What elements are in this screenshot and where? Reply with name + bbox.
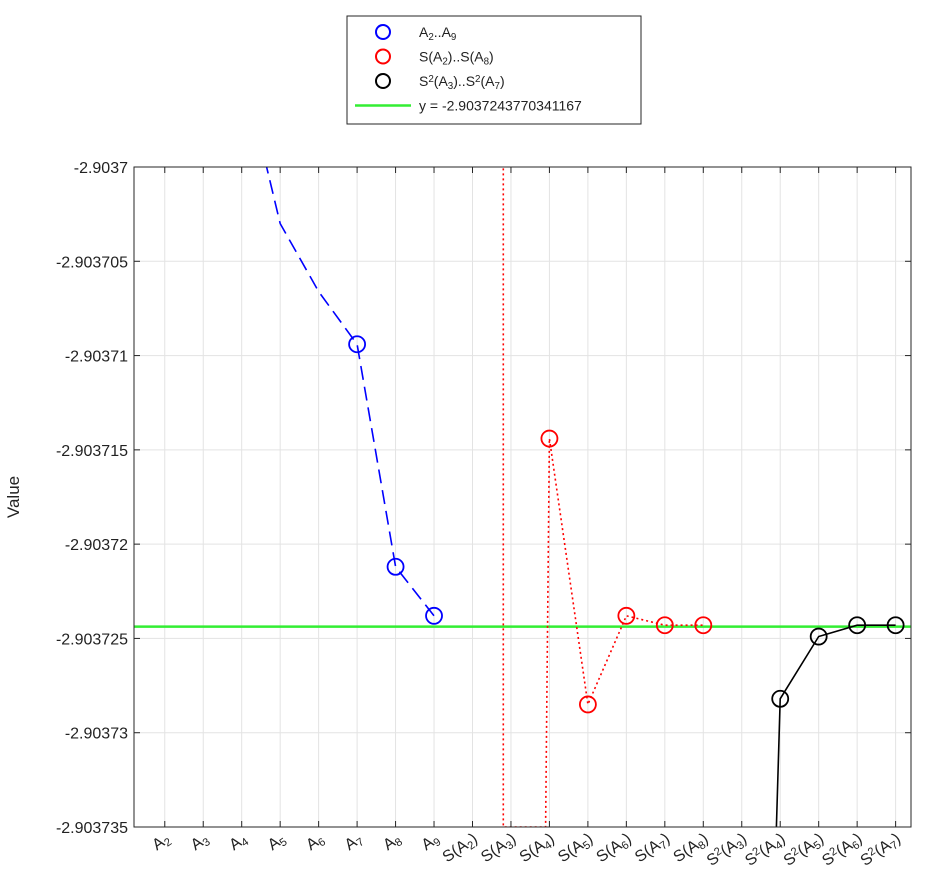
data-point (655, 616, 674, 635)
y-tick-label: -2.90372 (65, 537, 128, 554)
legend-marker-swatch (375, 48, 391, 65)
legend-marker-swatch (375, 73, 391, 89)
legend-label: y = -2.9037243770341167 (419, 98, 582, 114)
x-tick-label: A6 (303, 830, 328, 855)
y-tick-label: -2.903725 (56, 631, 128, 648)
x-tick-label: S(A7) (632, 830, 674, 867)
data-point (617, 606, 636, 625)
y-tick-label: -2.90371 (65, 349, 128, 366)
y-tick-label: -2.9037 (74, 160, 128, 177)
y-tick-label: -2.90373 (65, 726, 128, 743)
x-tick-label: A2 (149, 830, 174, 855)
y-axis-ticks: -2.903735 -2.90373 -2.903725 -2.90372 -2.903… (56, 160, 911, 837)
x-tick-label: S2(A7) (857, 830, 905, 872)
x-tick-label: A5 (265, 830, 290, 855)
x-tick-label: S(A8) (671, 830, 713, 867)
y-tick-label: -2.903705 (56, 254, 128, 271)
series-line-3 (775, 624, 896, 827)
grid (134, 166, 911, 828)
data-point (848, 616, 867, 635)
legend-label: S(A2)..S(A8) (419, 49, 494, 68)
legend-label: S2(A3)..S2(A7) (419, 73, 505, 92)
data-point (886, 616, 905, 635)
data-point (425, 606, 443, 625)
data-point (771, 689, 790, 708)
plot-frame (133, 166, 912, 828)
x-tick-label: S(A2) (440, 830, 482, 867)
data-point (694, 616, 713, 635)
plot-background (134, 167, 911, 827)
y-tick-label: -2.903715 (56, 443, 128, 460)
x-tick-label: S2(A3) (703, 830, 751, 872)
legend: A2..A9 S(A2)..S(A8) S2(A3)..S2(A7) y = -2.9… (346, 15, 642, 125)
x-tick-label: S(A4) (517, 830, 559, 867)
x-tick-label: S2(A5) (780, 830, 828, 872)
x-tick-label: S(A6) (594, 830, 636, 867)
data-point (578, 695, 597, 714)
data-point (540, 429, 559, 448)
y-tick-label: -2.903735 (56, 820, 128, 837)
x-tick-label: S2(A4) (742, 830, 790, 872)
x-tick-label: A7 (342, 830, 367, 855)
legend-marker-swatch (375, 24, 391, 40)
y-axis-label: Value (4, 476, 23, 518)
x-tick-label: S2(A6) (819, 830, 867, 872)
x-tick-label: A4 (226, 830, 251, 855)
data-point (348, 335, 366, 354)
x-tick-label: A8 (380, 830, 405, 855)
data-point (809, 627, 828, 646)
x-tick-label: A3 (188, 830, 213, 855)
x-tick-label: S(A5) (555, 830, 597, 867)
data-point (386, 557, 405, 576)
legend-label: A2..A9 (419, 24, 456, 43)
plot-lines (134, 167, 911, 827)
x-tick-label: S(A3) (478, 830, 520, 867)
